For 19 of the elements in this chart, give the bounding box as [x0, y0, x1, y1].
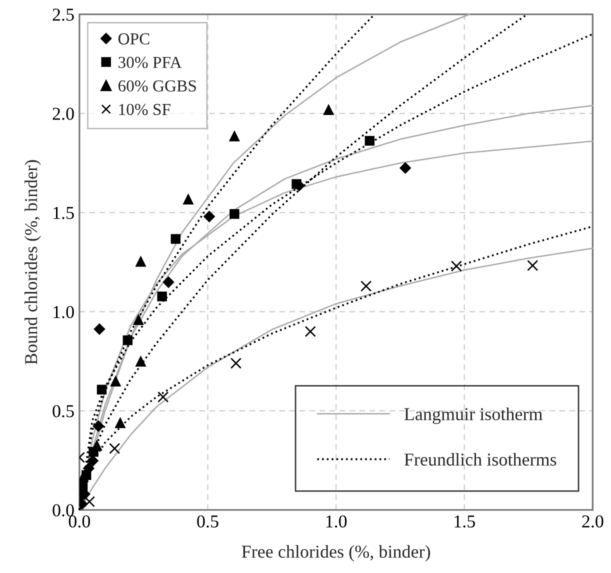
y-axis-title: Bound chlorides (%, binder) — [24, 160, 41, 364]
y-tick-label: 2.0 — [52, 108, 74, 120]
y-tick-label: 0.0 — [52, 504, 74, 516]
y-tick-label: 2.5 — [52, 8, 74, 21]
legend-label: 30% PFA — [118, 56, 182, 68]
y-tick-label: 1.5 — [54, 206, 74, 220]
legend-label: Langmuir isotherm — [404, 408, 543, 424]
x-tick-label: 2.0 — [582, 515, 604, 528]
legend-label: 60% GGBS — [118, 80, 196, 92]
legend-label: 10% SF — [119, 104, 170, 116]
x-tick-label: 1.0 — [326, 515, 347, 528]
x-tick-label: 1.5 — [454, 515, 475, 528]
legend-label: Freundlich isotherms — [404, 452, 556, 466]
legend-label: OPC — [118, 33, 150, 44]
x-tick-label: 0.0 — [68, 515, 90, 528]
x-axis-title: Free chlorides (%, binder) — [242, 545, 430, 562]
y-tick-label: 1.0 — [54, 306, 74, 318]
y-tick-label: 0.5 — [52, 405, 74, 418]
x-tick-label: 0.5 — [197, 515, 218, 528]
